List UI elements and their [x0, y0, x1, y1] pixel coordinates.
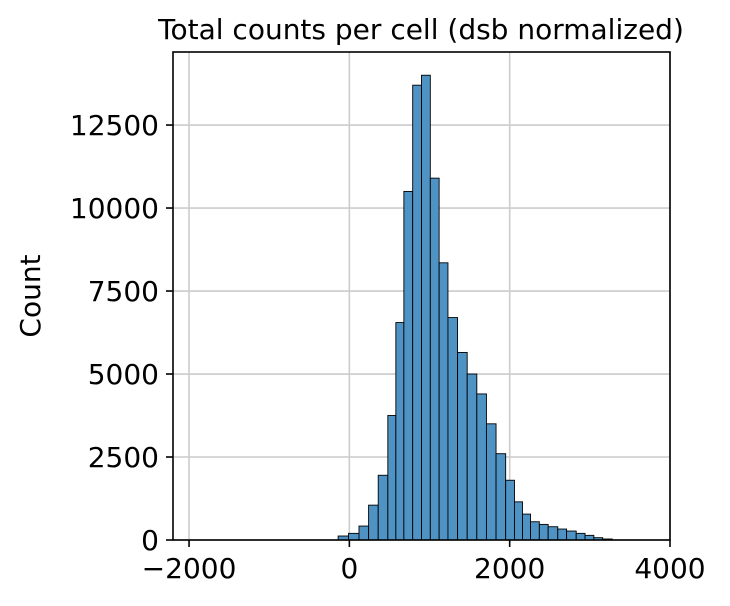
- histogram-bar: [538, 523, 549, 541]
- x-tick-label: 0: [340, 552, 358, 585]
- histogram-bar: [476, 393, 487, 541]
- plot-frame: [172, 51, 671, 541]
- x-axis-ticks: −2000 0 2000 4000: [142, 540, 706, 585]
- histogram-bar: [495, 453, 507, 541]
- histogram-bars: [337, 74, 613, 541]
- histogram-bar: [505, 479, 515, 541]
- histogram-bar: [429, 177, 440, 541]
- y-tick-label: 0: [141, 524, 159, 557]
- histogram-bar: [377, 474, 389, 541]
- histogram-bar: [403, 190, 414, 541]
- histogram-bar: [485, 423, 497, 541]
- histogram-bar: [557, 528, 568, 541]
- chart-title: Total counts per cell (dsb normalized): [157, 13, 684, 46]
- histogram-bar: [438, 262, 449, 541]
- histogram-bar: [547, 526, 559, 541]
- histogram-bar: [566, 530, 577, 541]
- y-tick-label: 2500: [88, 441, 159, 474]
- x-tick-label: 4000: [634, 552, 705, 585]
- histogram-bar: [466, 373, 478, 541]
- plot-border: [172, 51, 671, 541]
- histogram-bar: [412, 84, 422, 541]
- y-axis-label: Count: [14, 254, 47, 337]
- x-tick-label: 2000: [474, 552, 545, 585]
- histogram-bar: [368, 504, 379, 541]
- histogram-bar: [395, 322, 405, 541]
- histogram-bar: [514, 501, 523, 541]
- histogram-bar: [530, 521, 540, 541]
- y-tick-label: 5000: [88, 358, 159, 391]
- histogram-bar: [387, 415, 397, 541]
- y-tick-label: 7500: [88, 275, 159, 308]
- histogram-bar: [522, 513, 531, 541]
- histogram-bar: [575, 532, 586, 541]
- histogram-bar: [447, 317, 459, 541]
- histogram-bar: [358, 525, 370, 541]
- histogram-bar: [421, 74, 431, 541]
- histogram-bar: [348, 532, 360, 541]
- y-axis-ticks: 0 2500 5000 7500 10000 12500: [70, 109, 173, 557]
- histogram-bar: [457, 351, 468, 541]
- y-tick-label: 10000: [70, 192, 159, 225]
- y-tick-label: 12500: [70, 109, 159, 142]
- x-tick-label: −2000: [142, 552, 237, 585]
